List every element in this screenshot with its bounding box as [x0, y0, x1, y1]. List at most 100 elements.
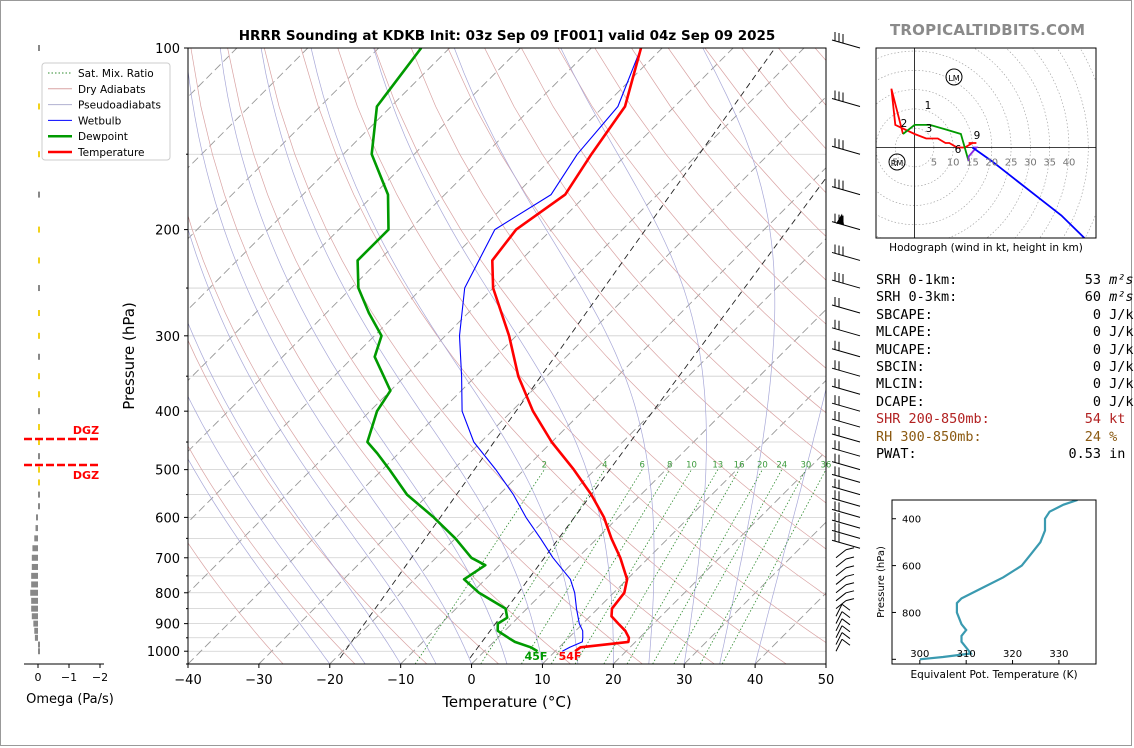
y-tick-label: 500 [155, 464, 180, 479]
omega-bar [38, 491, 40, 498]
wind-barb [835, 576, 847, 585]
wind-barb-flag [841, 618, 851, 626]
index-unit: J/kg [1109, 359, 1134, 376]
index-key: SRH 0-1km: [876, 272, 958, 288]
omega-panel: DGZ DGZ 0 −1 −2 Omega (Pa/s) [24, 45, 114, 707]
index-value: 0 [1092, 376, 1101, 393]
y-tick-label: 400 [155, 405, 180, 420]
hodograph-trace [967, 146, 979, 162]
theta-e-y-tick-label: 800 [902, 608, 921, 619]
wind-barb [831, 473, 861, 483]
surface-temperature-label: 54F [559, 650, 582, 663]
mixing-ratio-label: 2 [542, 461, 547, 471]
x-tick-label: −40 [174, 673, 201, 688]
hodograph-ring-label: 20 [985, 158, 998, 169]
hodograph-ring-label: 25 [1005, 158, 1018, 169]
y-tick-label: 900 [155, 618, 180, 633]
omega-bar [38, 310, 40, 317]
mixing-ratio-line [673, 469, 783, 664]
omega-bar [31, 572, 38, 579]
index-value: 54 [1084, 411, 1101, 428]
wind-barb [831, 497, 861, 507]
index-value: 24 [1084, 428, 1101, 445]
wind-barb [831, 519, 861, 529]
isotherm-gridline [329, 167, 826, 664]
hodograph-height-label: 2 [901, 118, 908, 130]
omega-bar [38, 424, 40, 431]
mixing-ratio-label: 8 [667, 461, 672, 471]
omega-bar [38, 641, 40, 648]
wind-barb [831, 529, 861, 539]
index-key: SRH 0-3km: [876, 289, 958, 306]
theta-e-x-tick-label: 320 [1003, 649, 1022, 660]
isotherm-gridline [683, 521, 826, 664]
wind-barb [831, 447, 861, 457]
index-key: MUCAPE: [876, 341, 933, 358]
x-tick-label: 0 [467, 673, 475, 688]
index-unit: J/kg [1109, 393, 1134, 410]
omega-bar [38, 191, 40, 198]
wind-barb [831, 348, 861, 358]
index-unit: % [1101, 428, 1118, 445]
isotherm-gridline [542, 379, 826, 664]
index-key: MLCAPE: [876, 324, 933, 341]
omega-bar [34, 634, 38, 641]
wind-barb [831, 539, 861, 549]
dry-adiabat [557, 48, 826, 369]
dewpoint-line [356, 48, 539, 653]
pseudoadiabat [188, 227, 437, 664]
wind-barb [831, 327, 861, 337]
omega-bar [38, 479, 40, 486]
surface-dewpoint-label: 45F [525, 650, 548, 663]
index-row: SBCIN: 0 J/kg [876, 359, 1134, 376]
omega-bar [30, 589, 38, 596]
theta-e-line [919, 500, 1078, 661]
omega-bar [38, 373, 40, 380]
omega-bar [38, 648, 40, 655]
index-row: SBCAPE: 0 J/kg [876, 307, 1134, 324]
wind-barb-flag [845, 590, 855, 594]
rm-marker [888, 153, 906, 171]
omega-axis-label: Omega (Pa/s) [26, 692, 114, 707]
legend-box [41, 62, 171, 161]
wind-barb-flag [845, 547, 855, 551]
wind-barb [831, 508, 861, 518]
mixing-ratio-label: 30 [800, 461, 811, 471]
mixing-ratio-label: 6 [639, 461, 644, 471]
wetbulb-line [458, 48, 642, 652]
isotherm-gridline [188, 48, 450, 311]
wind-barb [831, 486, 861, 496]
theta-e-y-tick-label: 600 [902, 562, 921, 573]
theta-e-y-label: Pressure (hPa) [876, 546, 887, 618]
omega-bar [31, 554, 38, 561]
index-key: PWAT: [876, 446, 917, 463]
x-axis-label: Temperature (°C) [441, 693, 571, 711]
y-tick-label: 800 [155, 587, 180, 602]
wind-barb [835, 604, 843, 617]
pseudoadiabat [310, 48, 579, 664]
lm-marker [945, 68, 963, 86]
legend-label: Temperature [77, 147, 145, 159]
theta-e-y-tick-label: 400 [902, 515, 921, 526]
wind-barb-flag [841, 638, 851, 646]
y-tick-label: 200 [155, 224, 180, 239]
x-tick-label: 30 [676, 673, 693, 688]
temperature-line [491, 48, 643, 653]
wind-barb [831, 418, 861, 428]
index-value: 0.53 [1068, 446, 1101, 463]
hodograph-ring-label: 10 [947, 158, 960, 169]
theta-e-x-tick-label: 300 [910, 649, 929, 660]
wind-barb [835, 549, 847, 559]
wind-barb [831, 39, 861, 49]
isotherm-gridline [0, 48, 24, 664]
theta-e-x-tick-label: 330 [1049, 649, 1068, 660]
x-tick-label: 20 [605, 673, 622, 688]
legend-label: Wetbulb [78, 115, 122, 127]
dgz-label: DGZ [73, 424, 99, 437]
pseudoadiabat [188, 66, 472, 664]
hodograph-panel: 5 10 15 20 25 30 35 40 5 LM RM 1 2 3 69 Hodograph (wind… [875, 47, 1097, 254]
index-value: 0 [1092, 359, 1101, 376]
wind-barb [835, 592, 847, 602]
